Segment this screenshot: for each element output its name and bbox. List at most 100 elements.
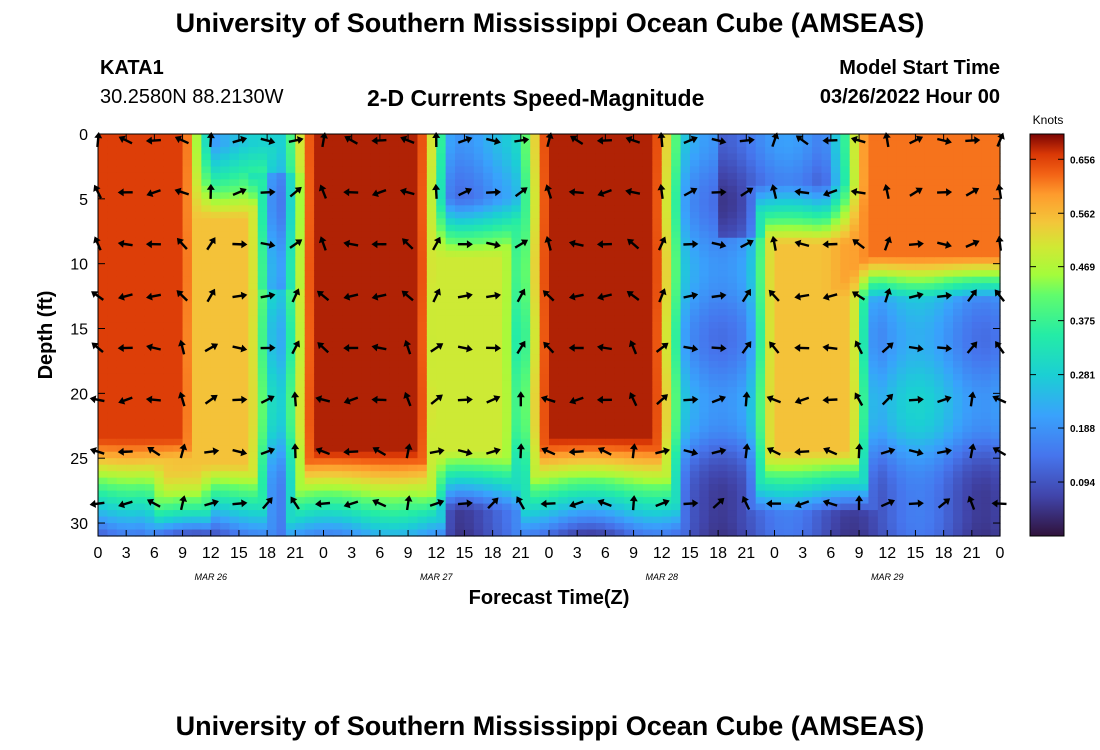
heat-cell xyxy=(802,146,813,155)
heat-cell xyxy=(220,406,231,414)
heat-cell xyxy=(605,490,616,498)
heat-cell xyxy=(765,263,776,271)
heat-cell xyxy=(342,289,353,297)
heat-cell xyxy=(558,380,569,388)
heat-cell xyxy=(144,309,155,317)
heat-cell xyxy=(642,516,653,524)
heat-cell xyxy=(220,309,231,317)
heat-cell xyxy=(840,335,851,343)
heat-cell xyxy=(736,432,747,440)
heat-cell xyxy=(821,510,832,518)
heat-cell xyxy=(511,445,522,453)
heat-cell xyxy=(229,386,240,394)
heat-cell xyxy=(765,179,776,187)
heat-cell xyxy=(652,289,663,297)
heat-cell xyxy=(849,159,860,168)
heat-cell xyxy=(755,322,766,330)
heat-cell xyxy=(323,315,334,323)
heat-cell xyxy=(314,529,325,537)
heat-cell xyxy=(567,445,578,453)
heat-cell xyxy=(633,198,644,206)
heat-cell xyxy=(314,172,325,180)
heat-cell xyxy=(530,179,541,187)
heat-cell xyxy=(332,438,343,446)
heat-cell xyxy=(689,224,700,232)
heat-cell xyxy=(520,523,531,531)
heat-cell xyxy=(408,354,419,362)
heat-cell xyxy=(699,419,710,427)
heat-cell xyxy=(191,134,202,142)
heat-cell xyxy=(135,341,146,349)
heat-cell xyxy=(436,283,447,291)
heat-cell xyxy=(708,328,719,336)
heat-cell xyxy=(605,244,616,252)
heat-cell xyxy=(652,205,663,213)
heat-cell xyxy=(830,237,841,245)
heat-cell xyxy=(417,296,428,304)
heat-cell xyxy=(539,153,550,161)
heat-cell xyxy=(295,179,306,187)
heat-cell xyxy=(783,484,794,492)
heat-cell xyxy=(370,198,381,206)
heat-cell xyxy=(830,406,841,414)
heat-cell xyxy=(511,477,522,485)
heat-cell xyxy=(361,419,372,427)
heat-cell xyxy=(595,179,606,187)
heat-cell xyxy=(257,270,268,278)
heat-cell xyxy=(210,315,221,323)
heat-cell xyxy=(793,341,804,349)
heat-cell xyxy=(483,166,494,174)
heat-cell xyxy=(830,464,841,472)
heat-cell xyxy=(464,425,475,433)
heat-cell xyxy=(708,497,719,505)
heat-cell xyxy=(107,218,118,226)
heat-cell xyxy=(304,296,315,304)
heat-cell xyxy=(671,503,682,511)
heat-cell xyxy=(840,134,851,142)
heat-cell xyxy=(389,464,400,472)
heat-cell xyxy=(642,296,653,304)
heat-cell xyxy=(285,211,296,219)
heat-cell xyxy=(727,360,738,369)
heat-cell xyxy=(614,523,625,531)
heat-cell xyxy=(304,516,315,524)
heat-cell xyxy=(624,438,635,446)
heat-cell xyxy=(793,315,804,323)
heat-cell xyxy=(154,276,165,284)
heat-cell xyxy=(642,347,653,356)
heat-cell xyxy=(539,464,550,472)
heat-cell xyxy=(98,341,108,349)
heat-cell xyxy=(586,373,597,381)
heat-cell xyxy=(191,341,202,349)
heat-cell xyxy=(191,231,202,239)
heat-cell xyxy=(502,529,513,537)
heat-cell xyxy=(755,529,766,537)
heat-cell xyxy=(549,341,559,349)
heat-cell xyxy=(633,309,644,317)
heat-cell xyxy=(473,192,484,200)
heat-cell xyxy=(520,276,531,284)
heat-cell xyxy=(314,412,325,420)
heat-cell xyxy=(314,263,325,271)
heat-cell xyxy=(680,328,691,336)
heat-cell xyxy=(793,250,804,258)
heat-cell xyxy=(802,412,813,420)
heat-cell xyxy=(295,451,306,459)
heat-cell xyxy=(144,490,155,498)
heat-cell xyxy=(332,276,343,284)
heat-cell xyxy=(680,257,691,265)
heat-cell xyxy=(342,302,353,310)
heat-cell xyxy=(718,438,729,446)
heat-cell xyxy=(624,412,635,420)
heat-cell xyxy=(511,425,522,433)
heat-cell xyxy=(154,179,165,187)
heat-cell xyxy=(595,270,606,278)
heat-cell xyxy=(229,503,240,511)
heat-cell xyxy=(285,218,296,226)
heat-cell xyxy=(445,477,456,485)
heat-cell xyxy=(182,406,193,414)
heat-cell xyxy=(144,322,155,330)
heat-cell xyxy=(671,490,682,498)
heat-cell xyxy=(126,497,137,505)
heat-cell xyxy=(718,516,729,524)
